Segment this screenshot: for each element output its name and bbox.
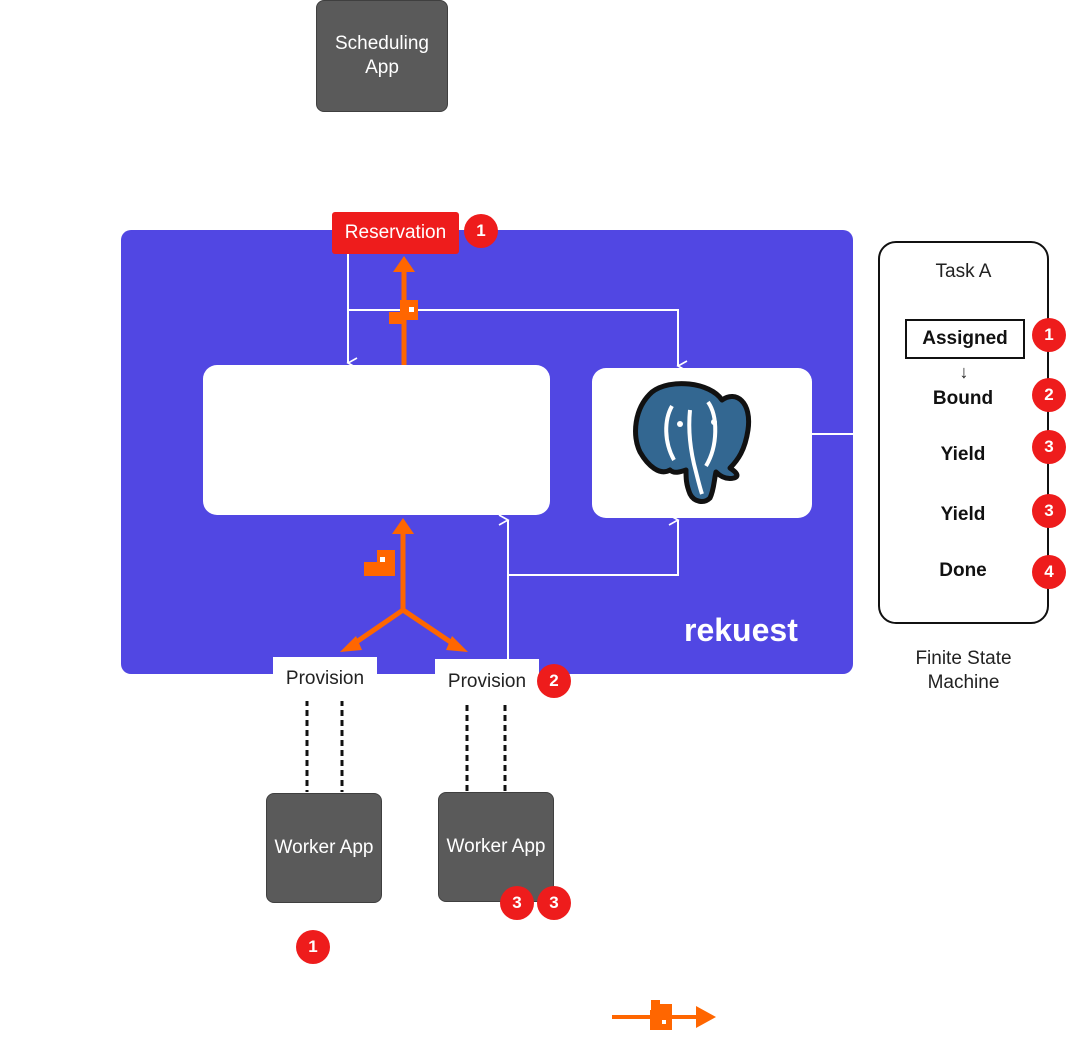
- postgres-elephant-icon: [633, 381, 752, 504]
- reservation-badge: 1: [464, 214, 498, 248]
- scheduling-app-label-2: App: [365, 57, 399, 78]
- provision-left[interactable]: Provision: [273, 657, 377, 701]
- state-badge: 3: [1032, 430, 1066, 464]
- worker-yield-badge: 3: [500, 886, 534, 920]
- state-badge: 1: [1032, 318, 1066, 352]
- state-badge: 2: [1032, 378, 1066, 412]
- worker-assigned-badge: 1: [296, 930, 330, 964]
- state-yield[interactable]: Yield: [940, 444, 986, 465]
- state-bound[interactable]: Bound: [932, 388, 994, 409]
- orange-rabbit-icon-bottom: [364, 550, 395, 576]
- fsm-caption-line1: Finite State: [915, 648, 1012, 669]
- provision-badge: 2: [537, 664, 571, 698]
- state-transition-arrow: ↓: [959, 362, 969, 382]
- state-assigned-label: Assigned: [922, 328, 1008, 349]
- state-badge: 4: [1032, 555, 1066, 589]
- fsm-title: Task A: [935, 261, 992, 282]
- state-done[interactable]: Done: [939, 560, 987, 581]
- worker-app-right[interactable]: Worker App: [438, 792, 554, 902]
- fsm-caption: Finite State Machine: [878, 647, 1049, 695]
- scheduling-app[interactable]: Scheduling App: [316, 0, 448, 112]
- state-badge: 3: [1032, 494, 1066, 528]
- worker-app-left-label: Worker App: [274, 837, 374, 858]
- orange-right-arrowhead: [446, 636, 468, 652]
- rekuest-brand: rekuest: [684, 612, 798, 648]
- worker-app-right-label: Worker App: [446, 836, 546, 857]
- state-yield[interactable]: Yield: [940, 504, 986, 525]
- provision-left-label: Provision: [285, 668, 365, 689]
- orange-up-arrowhead: [393, 256, 415, 272]
- reservation-label[interactable]: Reservation: [332, 212, 459, 254]
- state-assigned[interactable]: Assigned: [905, 319, 1025, 359]
- scheduling-app-label-1: Scheduling: [334, 33, 430, 54]
- provision-to-db-line: [508, 514, 680, 576]
- worker-app-left[interactable]: Worker App: [266, 793, 382, 903]
- orange-stem-arrowhead: [392, 518, 414, 534]
- reservation-to-db-line: [348, 309, 688, 372]
- provision-right[interactable]: Provision: [435, 659, 539, 705]
- rekuest-server-box[interactable]: [203, 365, 550, 515]
- orange-right-branch: [401, 607, 457, 648]
- orange-left-branch: [350, 607, 405, 648]
- provision-right-label: Provision: [447, 671, 527, 692]
- fsm-caption-line2: Machine: [927, 672, 1000, 693]
- worker-yield-badge: 3: [537, 886, 571, 920]
- orange-rabbit-icon-top: [389, 300, 418, 324]
- reservation-text: Reservation: [344, 222, 447, 243]
- orange-legend-icon: [612, 1000, 716, 1030]
- orange-left-arrowhead: [340, 636, 362, 652]
